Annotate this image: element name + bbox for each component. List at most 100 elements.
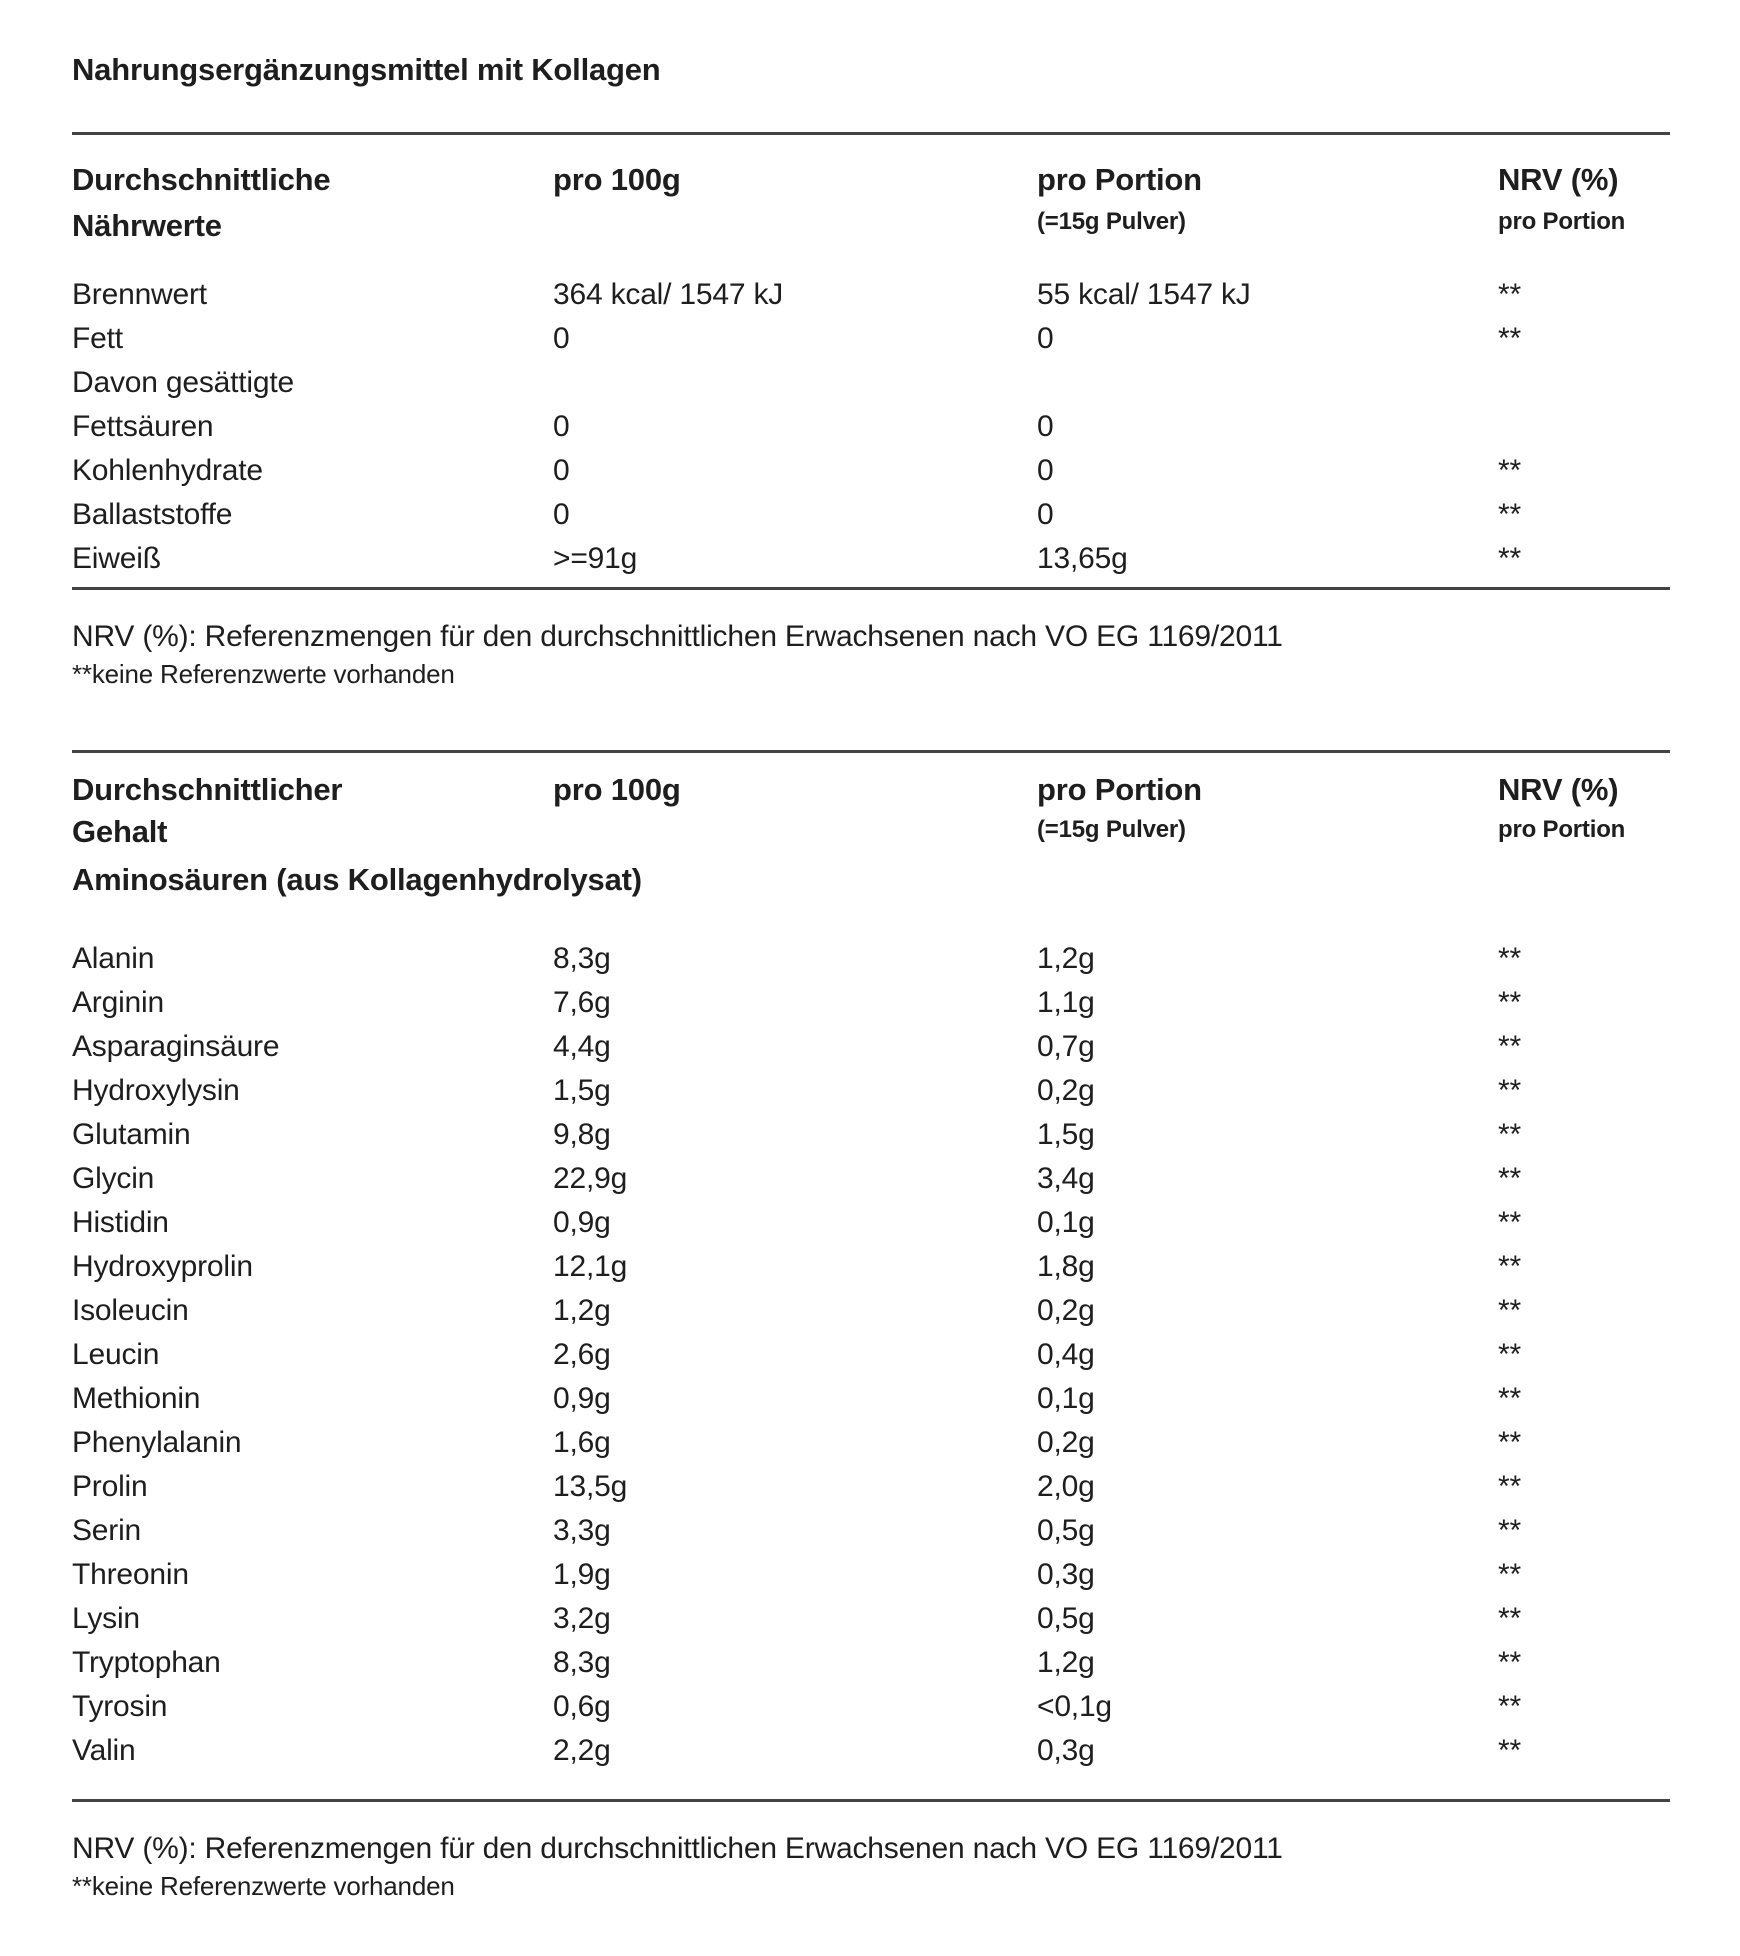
row-label: Prolin (72, 1470, 148, 1503)
header-nrv: NRV (%) pro Portion (1498, 157, 1670, 241)
row-label: Glycin (72, 1162, 155, 1195)
row-nrv-value: ** (1498, 1646, 1521, 1679)
row-label: Brennwert (72, 278, 207, 311)
row-per-100g-value: 12,1g (553, 1250, 628, 1283)
row-nrv-value: ** (1498, 942, 1521, 975)
row-per-100g-value: 0,9g (553, 1382, 611, 1415)
header-per-portion-label: pro Portion (1037, 162, 1202, 197)
row-per-100g-value: 7,6g (553, 986, 611, 1019)
row-per-100g-value: 0 (553, 454, 570, 487)
table-row: Fettsäuren 0 0 (72, 405, 1670, 449)
table-row: Phenylalanin 1,6g 0,2g ** (72, 1421, 1670, 1465)
row-per-100g-value: 8,3g (553, 1646, 611, 1679)
row-per-100g-value: 1,6g (553, 1426, 611, 1459)
row-nrv-value: ** (1498, 542, 1521, 575)
header-per-portion-sub: (=15g Pulver) (1037, 208, 1186, 235)
row-label: Alanin (72, 942, 155, 975)
amino-table-header: Durchschnittlicher Gehalt pro 100g pro P… (72, 769, 1670, 853)
header-per-portion: pro Portion (=15g Pulver) (1037, 769, 1498, 849)
row-per-100g-value (553, 361, 1037, 405)
row-per-100g-value: 3,3g (553, 1514, 611, 1547)
row-label: Phenylalanin (72, 1426, 242, 1459)
row-label: Threonin (72, 1558, 189, 1591)
table-row: Tyrosin 0,6g <0,1g ** (72, 1685, 1670, 1729)
row-portion-value: 3,4g (1037, 1162, 1095, 1195)
table-row: Isoleucin 1,2g 0,2g ** (72, 1289, 1670, 1333)
row-per-100g-value: 0 (553, 498, 570, 531)
row-per-100g-value: 8,3g (553, 942, 611, 975)
header-nrv-label: NRV (%) (1498, 162, 1619, 197)
table-row: Leucin 2,6g 0,4g ** (72, 1333, 1670, 1377)
row-label: Eiweiß (72, 542, 161, 575)
row-portion-value: 0,2g (1037, 1294, 1095, 1327)
nrv-footnote-reference: NRV (%): Referenzmengen für den durchsch… (72, 620, 1283, 653)
row-portion-value: 1,2g (1037, 942, 1095, 975)
row-portion-value: 0 (1037, 454, 1054, 487)
row-label: Glutamin (72, 1118, 191, 1151)
row-label: Serin (72, 1514, 142, 1547)
amino-table-rows: Alanin 8,3g 1,2g ** Arginin 7,6g 1,1g **… (72, 937, 1670, 1773)
row-per-100g-value: 0,6g (553, 1690, 611, 1723)
row-nrv-value: ** (1498, 1162, 1521, 1195)
header-average-content: Durchschnittlicher Gehalt (72, 772, 343, 849)
row-portion-value: 2,0g (1037, 1470, 1095, 1503)
row-nrv-value: ** (1498, 1426, 1521, 1459)
table-row: Eiweiß >=91g 13,65g ** (72, 537, 1670, 581)
row-label: Methionin (72, 1382, 201, 1415)
row-label: Tryptophan (72, 1646, 221, 1679)
row-nrv-value: ** (1498, 986, 1521, 1019)
table-row: Ballaststoffe 0 0 ** (72, 493, 1670, 537)
row-per-100g-value: 2,2g (553, 1734, 611, 1767)
row-label: Asparaginsäure (72, 1030, 280, 1063)
row-nrv-value: ** (1498, 1470, 1521, 1503)
header-nrv-sub: pro Portion (1498, 208, 1626, 235)
nrv-footnote-bottom: NRV (%): Referenzmengen für den durchsch… (72, 1828, 1670, 1902)
row-per-100g-value: 0 (553, 410, 570, 443)
nrv-footnote-asterisks: **keine Referenzwerte vorhanden (72, 659, 455, 689)
row-nrv-value: ** (1498, 498, 1521, 531)
header-per-portion: pro Portion (=15g Pulver) (1037, 157, 1498, 241)
row-portion-value: 0,2g (1037, 1074, 1095, 1107)
row-label: Arginin (72, 986, 164, 1019)
row-portion-value: 0,1g (1037, 1206, 1095, 1239)
row-nrv-value: ** (1498, 1734, 1521, 1767)
divider-bottom (72, 1799, 1670, 1802)
row-portion-value: 0,3g (1037, 1734, 1095, 1767)
row-per-100g-value: 1,5g (553, 1074, 611, 1107)
header-per-100g: pro 100g (553, 772, 681, 807)
row-nrv-value: ** (1498, 1602, 1521, 1635)
row-nrv-value: ** (1498, 1294, 1521, 1327)
table-row: Asparaginsäure 4,4g 0,7g ** (72, 1025, 1670, 1069)
header-nrv: NRV (%) pro Portion (1498, 769, 1670, 849)
row-label: Davon gesättigte (72, 366, 294, 399)
row-portion-value: 0,2g (1037, 1426, 1095, 1459)
row-portion-value: 13,65g (1037, 542, 1128, 575)
row-label: Leucin (72, 1338, 160, 1371)
row-label: Tyrosin (72, 1690, 168, 1723)
row-portion-value: 0,1g (1037, 1382, 1095, 1415)
table-row: Alanin 8,3g 1,2g ** (72, 937, 1670, 981)
amino-section-heading: Aminosäuren (aus Kollagenhydrolysat) (72, 862, 642, 897)
row-nrv-value: ** (1498, 1338, 1521, 1371)
table-row: Serin 3,3g 0,5g ** (72, 1509, 1670, 1553)
table-row: Valin 2,2g 0,3g ** (72, 1729, 1670, 1773)
row-portion-value: 0 (1037, 322, 1054, 355)
row-portion-value: 0,7g (1037, 1030, 1095, 1063)
row-nrv-value: ** (1498, 1514, 1521, 1547)
table-row: Methionin 0,9g 0,1g ** (72, 1377, 1670, 1421)
table-row: Lysin 3,2g 0,5g ** (72, 1597, 1670, 1641)
table-row: Prolin 13,5g 2,0g ** (72, 1465, 1670, 1509)
row-nrv-value (1498, 405, 1670, 449)
row-nrv-value: ** (1498, 1382, 1521, 1415)
row-per-100g-value: 3,2g (553, 1602, 611, 1635)
row-nrv-value: ** (1498, 322, 1521, 355)
row-label: Kohlenhydrate (72, 454, 263, 487)
row-portion-value: 1,2g (1037, 1646, 1095, 1679)
divider-top (72, 132, 1670, 135)
row-nrv-value (1498, 361, 1670, 405)
nutrients-table-rows: Brennwert 364 kcal/ 1547 kJ 55 kcal/ 154… (72, 273, 1670, 581)
table-row: Tryptophan 8,3g 1,2g ** (72, 1641, 1670, 1685)
row-portion-value: 0 (1037, 498, 1054, 531)
row-label: Fett (72, 322, 123, 355)
row-label: Lysin (72, 1602, 140, 1635)
